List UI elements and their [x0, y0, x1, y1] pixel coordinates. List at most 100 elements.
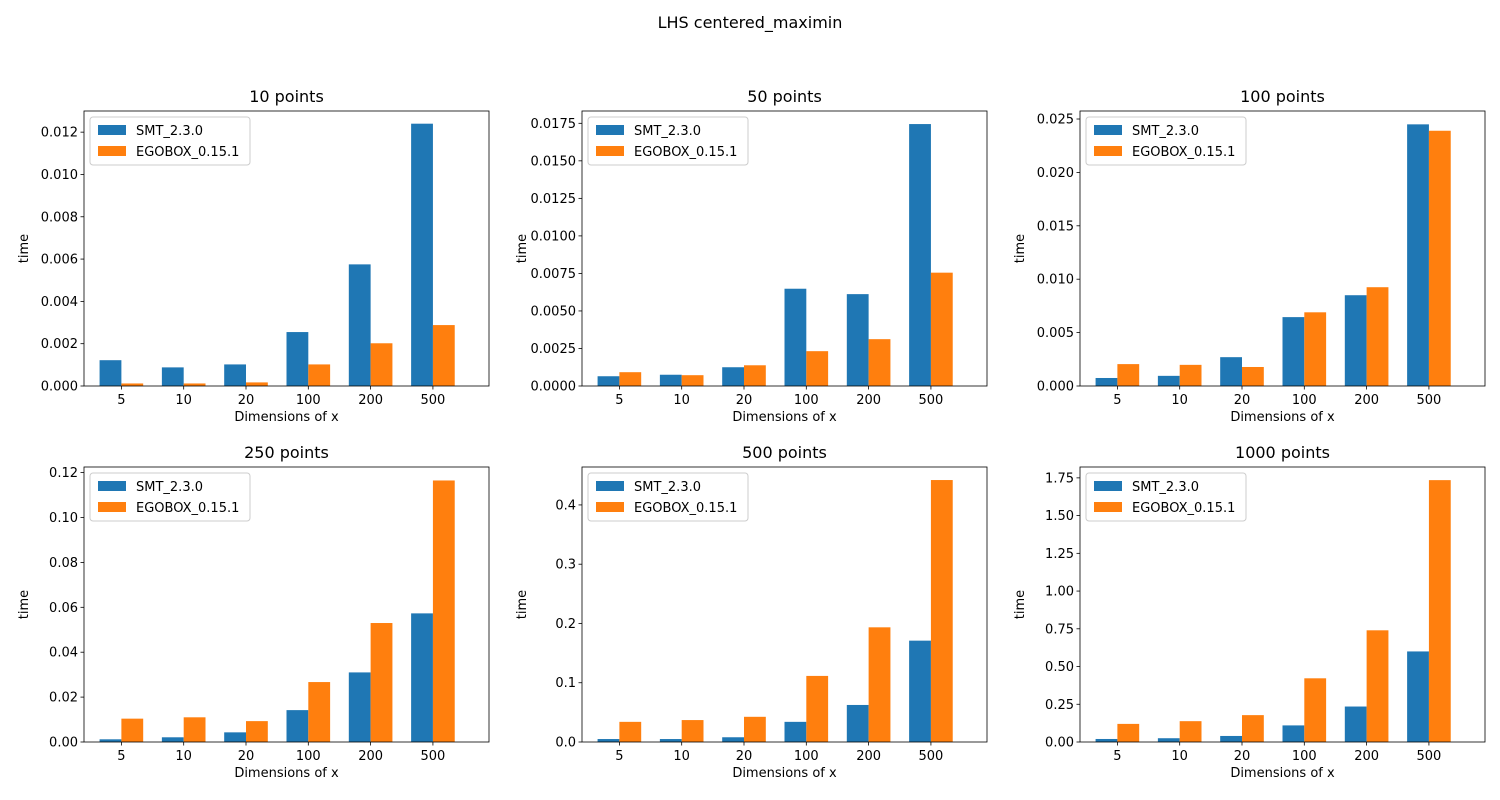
- bar-smt-2-3-0-10: [1157, 738, 1180, 742]
- y-tick-label: 0.75: [1045, 622, 1074, 637]
- legend: SMT_2.3.0 EGOBOX_0.15.1: [89, 116, 251, 166]
- x-tick-label: 200: [856, 393, 881, 408]
- bar-egobox-0-15-1-100: [308, 364, 331, 386]
- bar-smt-2-3-0-100: [1282, 317, 1305, 386]
- legend-label-2: EGOBOX_0.15.1: [1132, 501, 1235, 516]
- y-tick-label: 0.3: [555, 558, 576, 573]
- legend-label-1: SMT_2.3.0: [136, 480, 203, 495]
- legend-box: [89, 472, 251, 522]
- x-tick-label: 500: [421, 749, 446, 764]
- y-tick-label: 0.0150: [531, 154, 577, 169]
- y-axis-label: time: [1013, 590, 1028, 619]
- legend-box: [89, 116, 251, 166]
- legend-label-1: SMT_2.3.0: [634, 480, 701, 495]
- y-tick-label: 0.000: [41, 380, 78, 395]
- bar-egobox-0-15-1-20: [744, 365, 766, 386]
- x-tick-label: 200: [1354, 393, 1379, 408]
- legend-swatch-1: [98, 481, 126, 491]
- x-tick-label: 5: [615, 749, 623, 764]
- axes-frame: [581, 110, 988, 387]
- y-tick-label: 0.025: [1037, 113, 1074, 128]
- bar-smt-2-3-0-200: [348, 672, 371, 742]
- bar-egobox-0-15-1-200: [1366, 287, 1389, 386]
- bar-egobox-0-15-1-5: [121, 383, 144, 386]
- bar-egobox-0-15-1-500: [930, 272, 953, 386]
- bar-smt-2-3-0-500: [1407, 124, 1429, 386]
- legend-swatch-1: [596, 125, 624, 135]
- bar-smt-2-3-0-10: [161, 737, 184, 742]
- legend-label-1: SMT_2.3.0: [634, 124, 701, 139]
- legend: SMT_2.3.0 EGOBOX_0.15.1: [587, 116, 749, 166]
- subplot-3: 0.000 0.005 0.010 0.015 0.020 0.025 5 10 20 100 20…: [1013, 87, 1486, 425]
- legend-swatch-1: [1094, 481, 1122, 491]
- y-axis-label: time: [17, 590, 32, 619]
- legend-label-2: EGOBOX_0.15.1: [1132, 145, 1235, 160]
- legend-label-1: SMT_2.3.0: [136, 124, 203, 139]
- legend-swatch-1: [1094, 125, 1122, 135]
- legend: SMT_2.3.0 EGOBOX_0.15.1: [587, 472, 749, 522]
- x-tick-label: 5: [615, 393, 623, 408]
- bar-egobox-0-15-1-5: [121, 718, 144, 742]
- legend-swatch-2: [1094, 146, 1122, 156]
- x-axis-label: Dimensions of x: [234, 766, 339, 781]
- x-tick-label: 100: [1292, 393, 1317, 408]
- y-tick-label: 1.00: [1045, 585, 1074, 600]
- y-tick-label: 0.004: [41, 295, 78, 310]
- x-tick-label: 200: [1354, 749, 1379, 764]
- legend-swatch-2: [596, 502, 624, 512]
- bar-smt-2-3-0-100: [784, 288, 807, 386]
- x-axis-label: Dimensions of x: [732, 766, 837, 781]
- subplot-title: 10 points: [249, 87, 324, 106]
- subplot-title: 500 points: [742, 443, 827, 462]
- bar-egobox-0-15-1-10: [183, 383, 206, 386]
- bar-smt-2-3-0-200: [348, 264, 371, 386]
- y-tick-label: 0.08: [49, 556, 78, 571]
- y-tick-label: 0.0: [555, 736, 576, 751]
- y-tick-label: 0.50: [1045, 660, 1074, 675]
- bar-smt-2-3-0-20: [1220, 357, 1242, 386]
- bar-smt-2-3-0-100: [1282, 725, 1305, 742]
- bar-egobox-0-15-1-100: [806, 675, 829, 742]
- x-axis-label: Dimensions of x: [1230, 766, 1335, 781]
- bar-smt-2-3-0-200: [1344, 706, 1367, 742]
- y-tick-label: 0.0100: [531, 229, 577, 244]
- y-tick-label: 0.0025: [531, 342, 577, 357]
- legend: SMT_2.3.0 EGOBOX_0.15.1: [1085, 472, 1247, 522]
- bar-egobox-0-15-1-10: [1179, 364, 1202, 386]
- y-tick-label: 0.06: [49, 601, 78, 616]
- x-tick-label: 100: [1292, 749, 1317, 764]
- bar-smt-2-3-0-20: [722, 367, 744, 386]
- bar-egobox-0-15-1-500: [432, 480, 455, 742]
- y-axis-label: time: [515, 590, 530, 619]
- x-tick-label: 100: [794, 749, 819, 764]
- legend: SMT_2.3.0 EGOBOX_0.15.1: [89, 472, 251, 522]
- bar-egobox-0-15-1-500: [1428, 480, 1451, 742]
- bar-smt-2-3-0-5: [1095, 738, 1118, 742]
- bar-smt-2-3-0-10: [1157, 375, 1180, 386]
- y-tick-label: 0.12: [49, 466, 78, 481]
- y-tick-label: 0.04: [49, 646, 78, 661]
- bar-egobox-0-15-1-100: [1304, 678, 1327, 742]
- y-tick-label: 0.25: [1045, 698, 1074, 713]
- x-tick-label: 20: [238, 749, 255, 764]
- bar-smt-2-3-0-10: [659, 739, 682, 742]
- y-tick-label: 0.1: [555, 676, 576, 691]
- bar-egobox-0-15-1-200: [1366, 630, 1389, 742]
- x-tick-label: 5: [1113, 393, 1121, 408]
- bar-egobox-0-15-1-500: [1428, 130, 1451, 386]
- x-tick-label: 200: [856, 749, 881, 764]
- x-tick-label: 500: [1417, 749, 1442, 764]
- bar-egobox-0-15-1-20: [744, 716, 766, 742]
- x-tick-label: 5: [1113, 749, 1121, 764]
- x-tick-label: 10: [673, 749, 690, 764]
- bar-egobox-0-15-1-200: [868, 339, 891, 386]
- bar-smt-2-3-0-20: [224, 364, 246, 386]
- bar-egobox-0-15-1-200: [868, 627, 891, 742]
- legend-swatch-2: [98, 146, 126, 156]
- bar-egobox-0-15-1-20: [1242, 366, 1264, 386]
- y-axis-label: time: [515, 234, 530, 263]
- bar-egobox-0-15-1-20: [246, 721, 268, 742]
- bar-egobox-0-15-1-100: [806, 351, 829, 386]
- legend-label-2: EGOBOX_0.15.1: [136, 145, 239, 160]
